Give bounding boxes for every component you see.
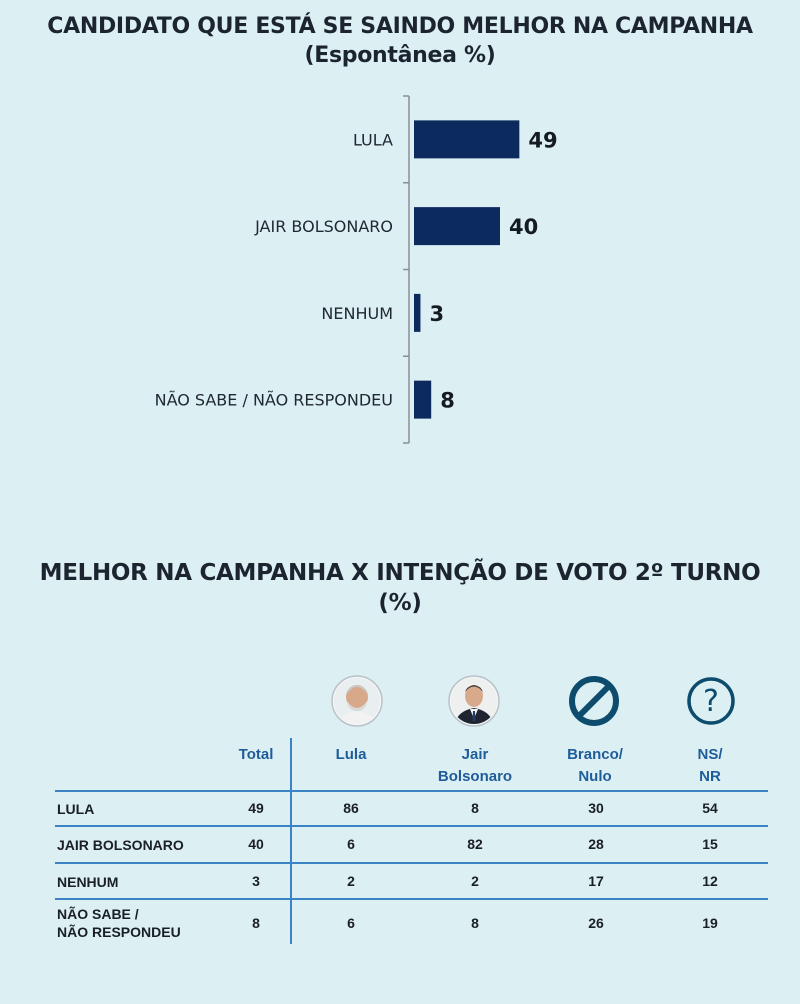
col-header-bolsonaro: Jair Bolsonaro bbox=[437, 746, 513, 785]
table-divider bbox=[55, 825, 768, 827]
table-cell: 40 bbox=[248, 836, 264, 852]
table-cell: 2 bbox=[471, 873, 479, 889]
bolsonaro-photo-icon bbox=[448, 675, 500, 727]
table-cell: 8 bbox=[252, 915, 260, 931]
prohibited-icon bbox=[568, 675, 620, 727]
row-label-bolsonaro: JAIR BOLSONARO bbox=[57, 837, 184, 853]
row-label-nao-sabe: NÃO SABE / NÃO RESPONDEU bbox=[57, 906, 181, 940]
table-cell: 2 bbox=[347, 873, 355, 889]
question-mark-icon: ? bbox=[685, 675, 737, 727]
table-cell: 15 bbox=[702, 836, 718, 852]
data-label: 49 bbox=[528, 128, 557, 152]
data-label: 3 bbox=[429, 302, 444, 326]
col-header-branco-nulo: Branco/ Nulo bbox=[567, 746, 623, 785]
category-label: NENHUM bbox=[321, 304, 393, 323]
table-column-divider bbox=[290, 738, 292, 944]
data-label: 8 bbox=[440, 389, 455, 413]
category-label: LULA bbox=[353, 130, 393, 149]
table-cell: 49 bbox=[248, 800, 264, 816]
table-cell: 30 bbox=[588, 800, 604, 816]
col-header-ns-nr: NS/ NR bbox=[697, 746, 723, 785]
category-label: JAIR BOLSONARO bbox=[254, 217, 393, 236]
table-cell: 54 bbox=[702, 800, 718, 816]
bar bbox=[414, 207, 500, 246]
bar bbox=[414, 293, 421, 332]
table-divider bbox=[55, 898, 768, 900]
table-title-line-2: (%) bbox=[378, 590, 422, 616]
row-label-lula: LULA bbox=[57, 801, 95, 817]
col-header-lula: Lula bbox=[335, 746, 367, 763]
bar bbox=[414, 380, 432, 419]
row-label-nenhum: NENHUM bbox=[57, 874, 119, 890]
col-header-total: Total bbox=[238, 746, 274, 763]
data-label: 40 bbox=[509, 215, 538, 239]
table-divider bbox=[55, 862, 768, 864]
table-cell: 3 bbox=[252, 873, 260, 889]
table-divider bbox=[55, 790, 768, 792]
table-cell: 6 bbox=[347, 836, 355, 852]
category-label: NÃO SABE / NÃO RESPONDEU bbox=[155, 391, 393, 410]
table-cell: 86 bbox=[343, 800, 359, 816]
table-cell: 8 bbox=[471, 915, 479, 931]
table-cell: 26 bbox=[588, 915, 604, 931]
table-cell: 17 bbox=[588, 873, 604, 889]
table-title-line-1: MELHOR NA CAMPANHA X INTENÇÃO DE VOTO 2º… bbox=[39, 560, 761, 586]
chart-title-line-2: (Espontânea %) bbox=[304, 43, 496, 68]
table-cell: 12 bbox=[702, 873, 718, 889]
table-title: MELHOR NA CAMPANHA X INTENÇÃO DE VOTO 2º… bbox=[0, 558, 800, 618]
table-cell: 28 bbox=[588, 836, 604, 852]
bar bbox=[414, 120, 520, 159]
svg-text:?: ? bbox=[703, 684, 719, 719]
table-cell: 6 bbox=[347, 915, 355, 931]
table-cell: 19 bbox=[702, 915, 718, 931]
chart-title-line-1: CANDIDATO QUE ESTÁ SE SAINDO MELHOR NA C… bbox=[47, 14, 753, 39]
table-cell: 82 bbox=[467, 836, 483, 852]
lula-photo-icon bbox=[331, 675, 383, 727]
chart-title: CANDIDATO QUE ESTÁ SE SAINDO MELHOR NA C… bbox=[0, 12, 800, 70]
table-cell: 8 bbox=[471, 800, 479, 816]
bar-chart: LULA 49 JAIR BOLSONARO 40 NENHUM 3 NÃO SABE / … bbox=[155, 95, 558, 444]
